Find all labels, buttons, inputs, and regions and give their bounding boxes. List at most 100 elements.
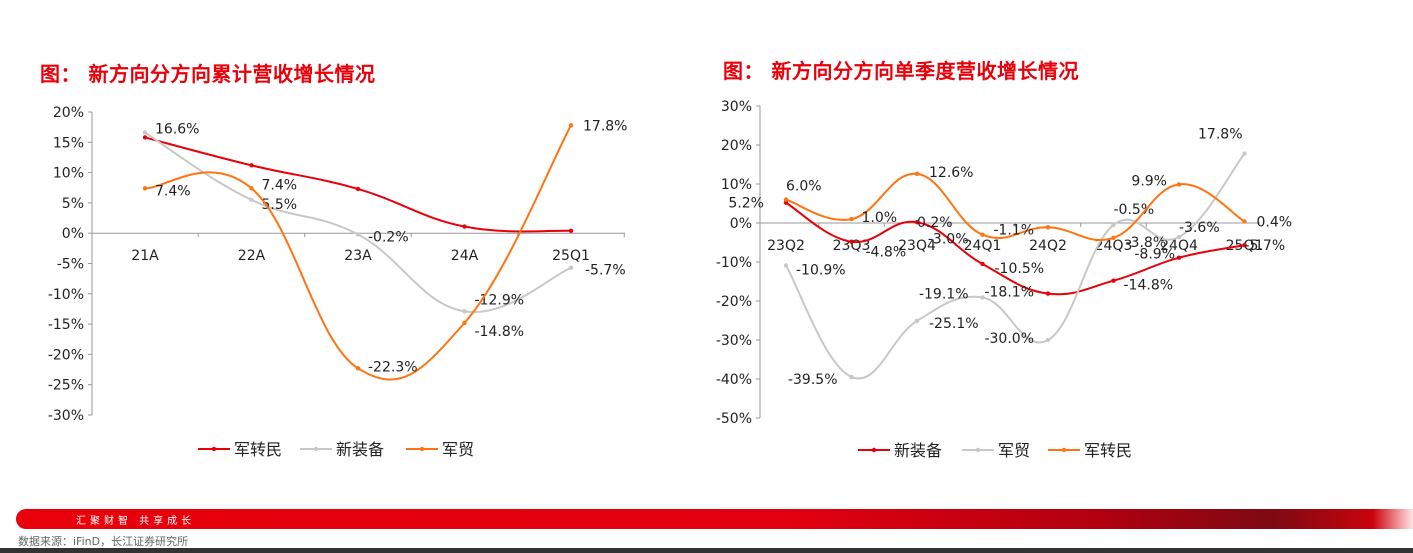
data-label: -3.0% <box>928 232 969 248</box>
data-label: -14.8% <box>475 324 525 340</box>
data-point <box>914 220 920 225</box>
x-tick-label: 21A <box>131 248 159 264</box>
data-point <box>1045 225 1051 230</box>
x-tick-label: 24Q1 <box>964 238 1002 254</box>
data-point <box>355 232 361 237</box>
data-point <box>355 186 361 192</box>
data-point <box>462 320 467 326</box>
data-point <box>849 216 854 222</box>
x-tick-label: 24Q2 <box>1029 238 1067 254</box>
legend-marker <box>211 446 217 452</box>
quarterly-revenue-growth-chart: 30%20%10%0%-10%-20%-30%-40%-50%23Q2 23Q3 2… <box>716 99 1293 460</box>
data-source-note: 数据来源：iFinD，长江证券研究所 <box>18 535 189 548</box>
series-line-新装备 <box>785 201 1245 296</box>
legend-marker <box>419 446 425 452</box>
x-tick-label: 23Q2 <box>767 238 805 254</box>
data-point <box>249 163 254 168</box>
legend-marker <box>313 446 319 452</box>
x-tick-label: 22A <box>238 248 266 264</box>
legend-label: 军转民 <box>1084 441 1132 460</box>
y-tick-label: 0% <box>730 216 752 232</box>
y-tick-label: -10% <box>48 287 84 303</box>
data-label: 17.8% <box>1198 127 1242 143</box>
y-tick-label: 20% <box>53 105 84 121</box>
legend-label: 新装备 <box>894 441 942 460</box>
legend-marker <box>1061 447 1067 453</box>
data-point <box>1176 182 1182 187</box>
data-label: 0.4% <box>1257 214 1293 230</box>
data-label: 1.0% <box>862 210 898 226</box>
data-point <box>142 186 148 191</box>
y-tick-label: 10% <box>53 166 84 182</box>
data-label: -5.7% <box>1245 238 1286 254</box>
y-tick-label: -30% <box>716 333 752 349</box>
data-point <box>1111 222 1116 228</box>
data-label: -19.1% <box>919 286 969 302</box>
data-label: 7.4% <box>155 183 191 199</box>
data-point <box>249 186 254 191</box>
data-point <box>980 232 985 237</box>
data-label: -1.1% <box>993 222 1034 238</box>
y-tick-label: -30% <box>48 408 84 424</box>
data-label: -39.5% <box>788 372 838 388</box>
y-tick-label: 5% <box>62 196 84 212</box>
x-tick-label: 23Q4 <box>898 238 936 254</box>
y-tick-label: -10% <box>716 255 752 271</box>
y-tick-label: -25% <box>48 378 84 394</box>
data-label: -0.5% <box>1114 202 1155 218</box>
x-tick-label: 24Q4 <box>1160 238 1198 254</box>
left-chart-title: 图： 新方向分方向累计营收增长情况 <box>40 62 376 86</box>
data-label: -5.7% <box>585 263 626 279</box>
data-point <box>914 171 920 177</box>
data-label: 5.2% <box>728 196 764 212</box>
legend-label: 军贸 <box>442 440 474 459</box>
data-point <box>568 123 574 128</box>
data-point <box>249 197 254 203</box>
data-label: 6.0% <box>786 179 822 195</box>
data-label: 16.6% <box>155 122 199 138</box>
footer-slogan: 汇聚财智 共享成长 <box>76 516 196 527</box>
data-point <box>783 197 789 202</box>
data-label: 9.9% <box>1131 173 1167 189</box>
x-tick-label: 25Q1 <box>552 248 590 264</box>
series-line-军转民 <box>785 172 1246 242</box>
data-point <box>568 265 574 270</box>
data-label: -18.1% <box>984 285 1034 301</box>
y-tick-label: -20% <box>48 347 84 363</box>
y-tick-label: 30% <box>721 99 752 115</box>
data-point <box>355 366 361 371</box>
data-label: -4.8% <box>866 245 907 261</box>
data-label: -0.2% <box>368 229 409 245</box>
data-label: -25.1% <box>929 316 979 332</box>
x-tick-label: 23A <box>344 248 372 264</box>
data-point <box>142 135 148 140</box>
y-tick-label: 15% <box>53 135 84 151</box>
x-tick-label: 24A <box>451 248 479 264</box>
data-label: 12.6% <box>929 165 973 181</box>
cumulative-revenue-growth-chart: 20% 15% 10% 5% 0% -5% -10% -15% -20% -25% -30% 21A 2… <box>48 105 628 459</box>
footer-bar <box>16 509 1413 529</box>
data-point <box>1242 219 1247 224</box>
data-point <box>1045 291 1051 296</box>
data-point <box>849 374 854 380</box>
data-point <box>1111 235 1116 241</box>
legend-label: 新装备 <box>336 440 384 459</box>
data-label: -3.6% <box>1179 220 1220 236</box>
legend-label: 军贸 <box>998 441 1030 460</box>
y-tick-label: -50% <box>716 411 752 427</box>
data-point <box>1176 255 1182 260</box>
data-label: -10.9% <box>796 263 846 279</box>
data-point <box>1111 278 1116 283</box>
data-point <box>462 224 467 229</box>
data-label: -14.8% <box>1124 278 1174 294</box>
data-label: -8.9% <box>1134 247 1175 263</box>
y-tick-label: -20% <box>716 294 752 310</box>
y-tick-label: 0% <box>62 226 84 242</box>
data-point <box>1242 243 1247 248</box>
data-label: 17.8% <box>583 118 627 134</box>
data-point <box>142 130 148 135</box>
data-point <box>849 239 854 244</box>
data-point <box>1176 234 1182 240</box>
data-point <box>1242 151 1247 156</box>
data-label: -3.8% <box>1126 235 1167 251</box>
